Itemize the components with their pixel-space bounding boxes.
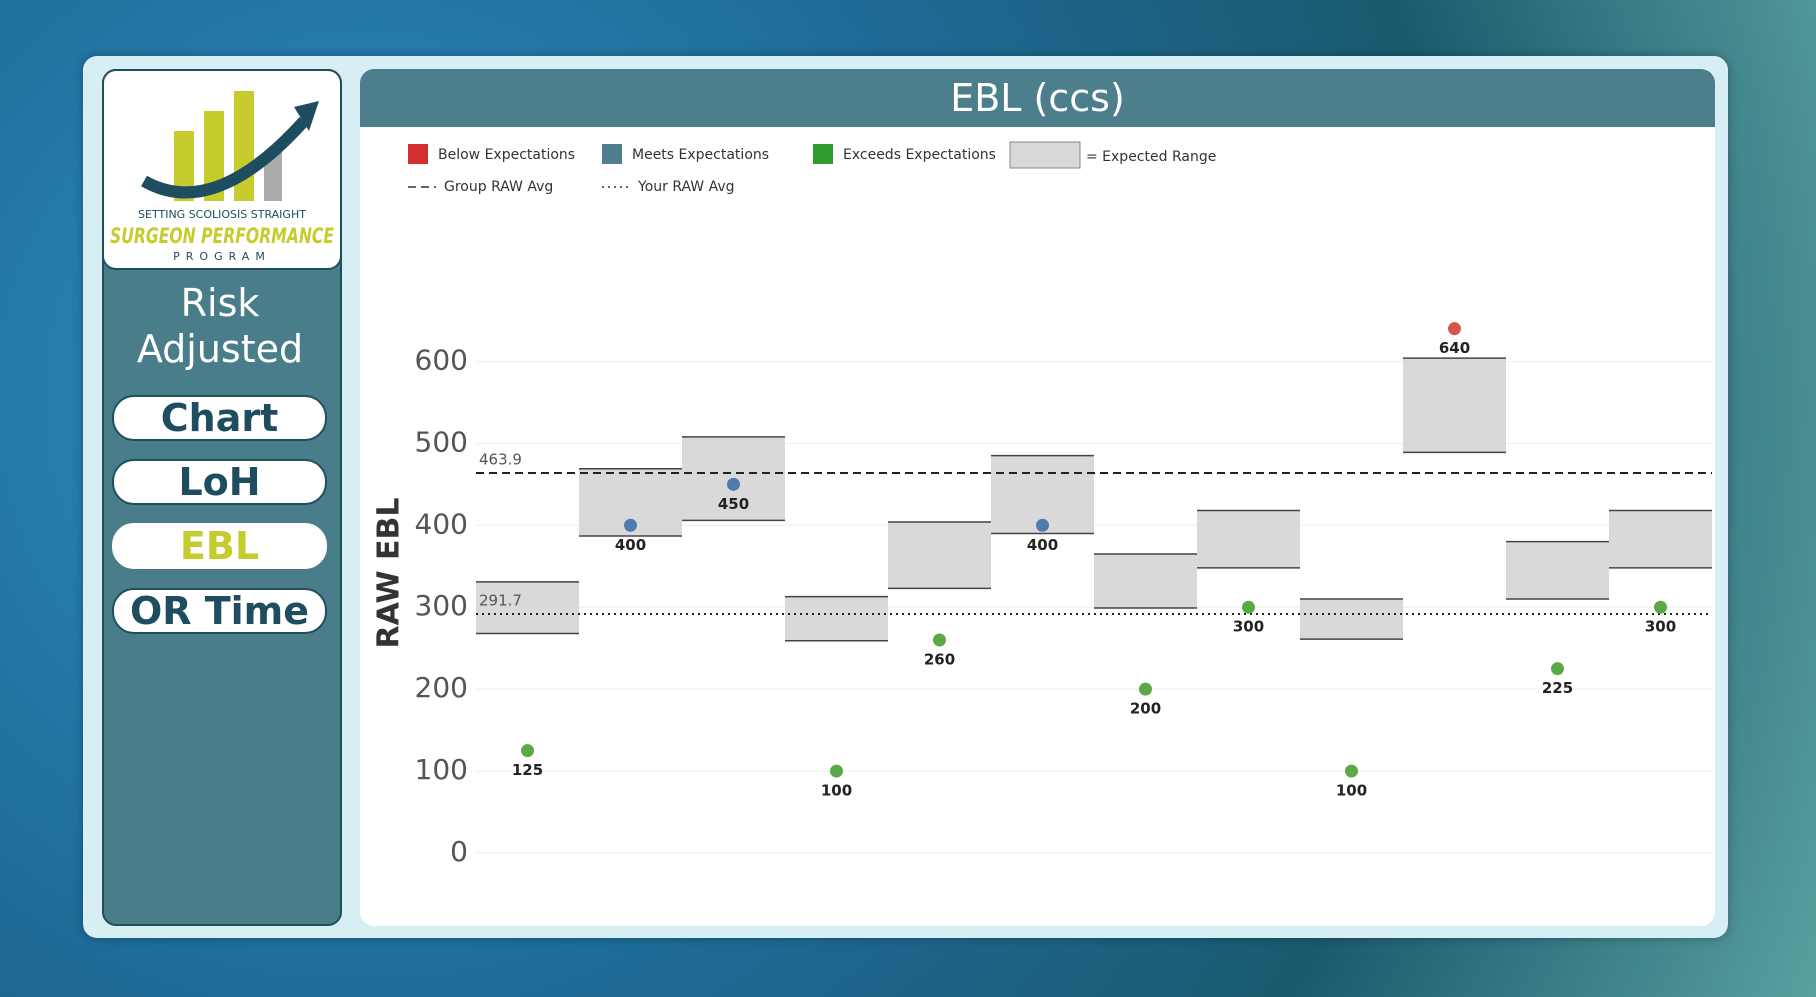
y-tick-label: 500 (415, 425, 468, 458)
chart: Below Expectations Meets Expectations Exce… (372, 141, 1712, 868)
logo-bar (204, 111, 224, 201)
value-label: 300 (1233, 618, 1264, 636)
point (1345, 764, 1358, 778)
point (727, 477, 740, 491)
legend-label: Meets Expectations (632, 147, 769, 163)
y-axis-label: RAW EBL (372, 498, 407, 649)
expected-range (476, 581, 579, 634)
nav-button[interactable]: OR Time (112, 588, 327, 634)
legend-label: = Expected Range (1086, 149, 1216, 165)
legend-swatch (408, 144, 428, 164)
sidebar-heading: Risk Adjusted (136, 281, 304, 371)
chart-card: EBL (ccs) Below Expectations Meets Expect… (360, 69, 1715, 926)
expected-range (1403, 358, 1506, 453)
logo-arrow (141, 116, 309, 199)
reference-label: 291.7 (479, 592, 522, 610)
legend-label: Exceeds Expectations (843, 147, 996, 163)
value-label: 225 (1542, 679, 1573, 697)
chart-title: EBL (ccs) (360, 69, 1715, 127)
logo-bar (174, 131, 194, 201)
logo-program: PROGRAM (173, 250, 271, 263)
point (1242, 600, 1255, 614)
y-tick-label: 0 (450, 835, 468, 868)
logo-bar (234, 91, 254, 201)
point (1654, 600, 1667, 614)
expected-range (888, 522, 991, 589)
legend-swatch (602, 144, 622, 164)
expected-range (785, 596, 888, 641)
legend-swatch (813, 144, 833, 164)
nav-button[interactable]: Chart (112, 395, 327, 441)
value-label: 260 (924, 650, 955, 668)
logo-tagline: SETTING SCOLIOSIS STRAIGHT (138, 208, 306, 221)
expected-range (1609, 510, 1712, 568)
value-label: 450 (718, 495, 749, 513)
expected-range (1197, 510, 1300, 568)
nav-button[interactable]: EBL (112, 523, 327, 569)
nav-button[interactable]: LoH (112, 459, 327, 505)
expected-range (1506, 541, 1609, 600)
logo: SETTING SCOLIOSIS STRAIGHT SURGEON PERFO… (102, 69, 342, 270)
point (624, 518, 637, 532)
point (1139, 682, 1152, 696)
point (1448, 322, 1461, 336)
value-label: 400 (1027, 536, 1058, 554)
point (933, 633, 946, 647)
value-label: 640 (1439, 339, 1470, 357)
legend-label: Group RAW Avg (444, 179, 553, 195)
y-tick-label: 100 (415, 753, 468, 786)
y-tick-label: 300 (415, 589, 468, 622)
point (521, 744, 534, 758)
value-label: 400 (615, 536, 646, 554)
legend-range-swatch (1009, 141, 1081, 169)
logo-arrow-head (294, 101, 319, 131)
value-label: 200 (1130, 700, 1161, 718)
logo-name: SURGEON PERFORMANCE (110, 224, 334, 248)
value-label: 100 (1336, 782, 1367, 800)
expected-range (1300, 599, 1403, 640)
logo-bar (264, 151, 282, 201)
value-label: 300 (1645, 618, 1676, 636)
expected-range (1094, 553, 1197, 609)
point (830, 764, 843, 778)
y-tick-label: 600 (415, 343, 468, 376)
legend-label: Your RAW Avg (637, 179, 735, 195)
legend-label: Below Expectations (438, 147, 575, 163)
value-label: 125 (512, 761, 543, 779)
y-tick-label: 400 (415, 507, 468, 540)
y-tick-label: 200 (415, 671, 468, 704)
value-label: 100 (821, 782, 852, 800)
logo-graphic: SETTING SCOLIOSIS STRAIGHT SURGEON PERFO… (110, 91, 334, 263)
reference-label: 463.9 (479, 450, 522, 468)
point (1551, 662, 1564, 676)
point (1036, 518, 1049, 532)
